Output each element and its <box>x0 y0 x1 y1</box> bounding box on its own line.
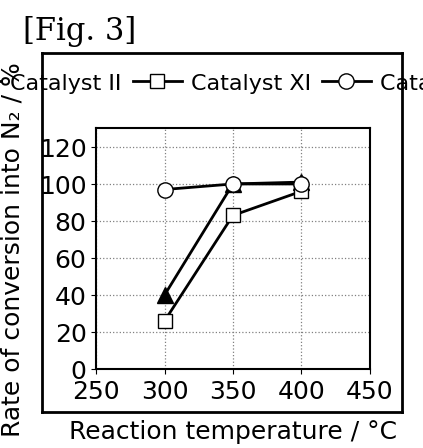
Catalyst XII <box>162 187 167 193</box>
Catalyst XI <box>299 189 304 194</box>
Catalyst XII <box>299 182 304 187</box>
Y-axis label: Rate of conversion into N₂ / %: Rate of conversion into N₂ / % <box>1 62 25 436</box>
Legend: Catalyst II, Catalyst XI, Catalyst XII: Catalyst II, Catalyst XI, Catalyst XII <box>0 65 423 102</box>
Catalyst II <box>162 293 167 298</box>
Text: [Fig. 3]: [Fig. 3] <box>23 16 137 47</box>
Catalyst XI <box>231 213 236 219</box>
Line: Catalyst XII: Catalyst XII <box>157 177 309 198</box>
Catalyst XII <box>231 182 236 187</box>
Line: Catalyst II: Catalyst II <box>157 175 309 303</box>
Catalyst II <box>299 180 304 185</box>
Catalyst XI <box>162 319 167 324</box>
Catalyst II <box>231 182 236 187</box>
X-axis label: Reaction temperature / °C
Rate of conversion of NH₃ into N₂: Reaction temperature / °C Rate of conver… <box>26 419 423 448</box>
Line: Catalyst XI: Catalyst XI <box>158 185 308 328</box>
